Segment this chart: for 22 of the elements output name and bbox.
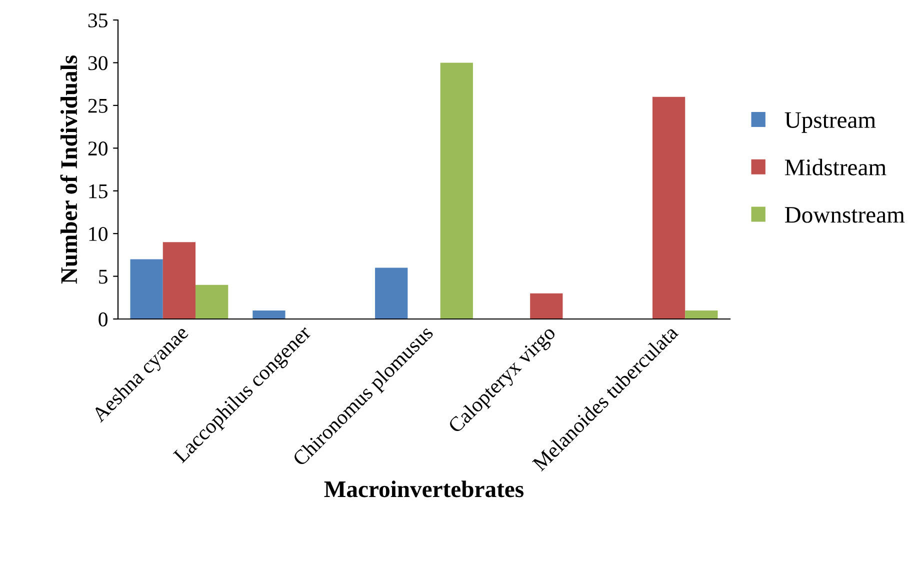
legend-label: Midstream <box>784 158 886 176</box>
y-tick-label: 30 <box>88 56 108 70</box>
y-tick-label: 5 <box>99 270 108 284</box>
bar <box>196 284 228 319</box>
y-tick-label: 0 <box>98 312 108 326</box>
y-tick-label: 15 <box>89 184 108 198</box>
y-tick-label: 35 <box>88 13 108 28</box>
bar <box>252 310 286 319</box>
bar <box>162 242 196 319</box>
y-axis-title: Number of Individuals <box>60 55 78 284</box>
y-tick-label: 20 <box>88 142 108 156</box>
y-tick-label: 10 <box>89 226 108 242</box>
legend-label: Downstream <box>784 207 905 223</box>
bar <box>685 310 718 319</box>
x-axis-title: Macroinvertebrates <box>324 480 524 498</box>
bar <box>375 268 408 319</box>
bar <box>530 293 563 319</box>
bar <box>440 62 473 319</box>
y-tick-label: 25 <box>88 98 108 113</box>
bar <box>130 259 163 319</box>
legend-label: Upstream <box>784 112 876 133</box>
bar <box>652 96 686 319</box>
